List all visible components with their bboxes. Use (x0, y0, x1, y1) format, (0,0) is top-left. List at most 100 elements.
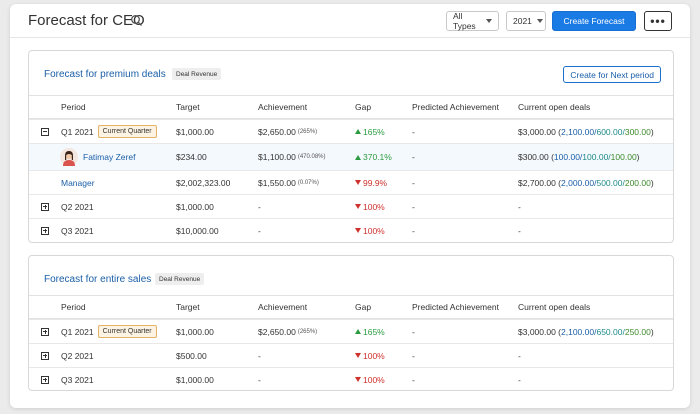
achievement-value: $1,100.00 (258, 152, 296, 162)
target-value: $2,002,323.00 (176, 177, 231, 188)
predicted-value: - (412, 201, 415, 212)
target-value: $1,000.00 (176, 126, 214, 137)
period-label: Q3 2021 (61, 225, 94, 236)
achievement-cell: $2,650.00 (265%) (258, 320, 317, 343)
open-deals-total: $2,700.00 ( (518, 177, 562, 188)
arrow-down-icon (355, 204, 361, 209)
column-header-period: Period (61, 302, 86, 312)
arrow-down-icon (355, 180, 361, 185)
predicted-value: - (412, 350, 415, 361)
expand-icon[interactable] (41, 351, 49, 360)
column-header-achievement: Achievement (258, 102, 308, 112)
expand-icon[interactable] (41, 375, 49, 384)
arrow-up-icon (355, 154, 361, 160)
user-name-link[interactable]: Fatimay Zeref (83, 152, 136, 162)
gap-cell: 165% (355, 120, 385, 143)
open-deals-part-a: 2,000.00/ (561, 177, 597, 188)
achievement-percent: (470.08%) (297, 154, 326, 160)
column-header-target: Target (176, 302, 200, 312)
open-deals-part-c: 250.00 (624, 326, 651, 337)
current-quarter-badge: Current Quarter (97, 125, 157, 138)
deal-revenue-chip: Deal Revenue (155, 273, 205, 285)
create-next-period-button[interactable]: Create for Next period (563, 66, 661, 83)
achievement-value: - (258, 350, 261, 361)
open-deals-part-a: 2,100.00/ (561, 326, 597, 337)
collapse-icon[interactable] (41, 127, 49, 136)
predicted-value: - (412, 326, 415, 337)
target-value: $1,000.00 (176, 201, 214, 212)
achievement-cell: $1,100.00 (470.08%) (258, 144, 326, 170)
open-deals-value: - (518, 225, 521, 236)
column-header-target: Target (176, 102, 200, 112)
top-bar: Forecast for CEO All Types 2021 Create F… (10, 4, 690, 38)
arrow-up-icon (355, 129, 361, 134)
predicted-value: - (412, 374, 415, 385)
gap-cell: 99.9% (355, 171, 387, 194)
open-deals-cell: $2,700.00 ( 2,000.00/ 500.00/ 200.00 ) (518, 171, 654, 194)
table-header: Period Target Achievement Gap Predicted … (29, 95, 673, 119)
year-select[interactable]: 2021 (506, 11, 546, 31)
table-row-manager: Manager $2,002,323.00 $1,550.00 (0.07%) … (29, 170, 673, 194)
table-row: Q1 2021 Current Quarter $1,000.00 $2,650… (29, 319, 673, 343)
open-deals-close: ) (650, 326, 654, 337)
card-title[interactable]: Forecast for entire sales (44, 274, 152, 285)
chevron-down-icon (486, 19, 492, 23)
forecast-card-entire-sales: Forecast for entire sales Deal Revenue P… (28, 255, 674, 391)
target-value: $10,000.00 (176, 225, 219, 236)
open-deals-part-a: 100.00/ (553, 152, 583, 162)
expand-icon[interactable] (41, 226, 49, 235)
manager-link[interactable]: Manager (61, 177, 95, 188)
arrow-down-icon (355, 377, 361, 382)
achievement-percent: (0.07%) (297, 179, 319, 186)
predicted-value: - (412, 177, 415, 188)
predicted-value: - (412, 126, 415, 137)
target-value: $1,000.00 (176, 326, 214, 337)
period-label: Q2 2021 (61, 201, 94, 212)
gap-value: 100% (363, 201, 385, 212)
table-row-user: Fatimay Zeref $234.00 $1,100.00 (470.08%… (29, 143, 673, 170)
open-deals-part-b: 650.00/ (596, 326, 625, 337)
column-header-period: Period (61, 102, 86, 112)
gap-cell: 100% (355, 219, 385, 242)
gap-value: 99.9% (363, 177, 388, 188)
type-select[interactable]: All Types (446, 11, 499, 31)
gap-value: 100% (363, 374, 385, 385)
open-deals-part-b: 500.00/ (596, 177, 625, 188)
column-header-gap: Gap (355, 302, 372, 312)
period-cell: Q1 2021 Current Quarter (61, 120, 157, 143)
expand-icon[interactable] (41, 327, 49, 336)
achievement-value: - (258, 374, 261, 385)
predicted-value: - (412, 225, 415, 236)
gap-cell: 100% (355, 195, 385, 218)
arrow-up-icon (355, 329, 361, 334)
search-icon[interactable] (130, 14, 143, 27)
open-deals-total: $3,000.00 ( (518, 126, 562, 137)
open-deals-part-b: 600.00/ (596, 126, 625, 137)
open-deals-cell: $3,000.00 ( 2,100.00/ 650.00/ 250.00 ) (518, 320, 654, 343)
period-label: Q1 2021 (61, 126, 94, 137)
gap-value: 370.1% (363, 152, 392, 162)
table-row: Q3 2021 $1,000.00 - 100% - - (29, 367, 673, 391)
table-row: Q2 2021 $1,000.00 - 100% - - (29, 194, 673, 218)
more-options-button[interactable]: ••• (644, 11, 672, 31)
chevron-down-icon (536, 19, 543, 23)
year-select-value: 2021 (513, 16, 532, 26)
arrow-down-icon (355, 353, 361, 358)
gap-value: 165% (363, 126, 385, 137)
column-header-open-deals: Current open deals (518, 302, 591, 312)
open-deals-value: - (518, 201, 521, 212)
open-deals-value: - (518, 374, 521, 385)
open-deals-total: $300.00 ( (518, 152, 554, 162)
arrow-down-icon (355, 228, 361, 233)
column-header-predicted: Predicted Achievement (412, 102, 499, 112)
achievement-percent: (265%) (297, 328, 318, 335)
create-forecast-button[interactable]: Create Forecast (552, 11, 636, 31)
expand-icon[interactable] (41, 202, 49, 211)
gap-cell: 165% (355, 320, 385, 343)
open-deals-cell: $300.00 ( 100.00/ 100.00/ 100.00 ) (518, 144, 640, 170)
app-frame: Forecast for CEO All Types 2021 Create F… (10, 4, 690, 408)
gap-value: 165% (363, 326, 385, 337)
open-deals-part-b: 100.00/ (582, 152, 611, 162)
card-title[interactable]: Forecast for premium deals (44, 69, 166, 80)
open-deals-cell: $3,000.00 ( 2,100.00/ 600.00/ 300.00 ) (518, 120, 654, 143)
